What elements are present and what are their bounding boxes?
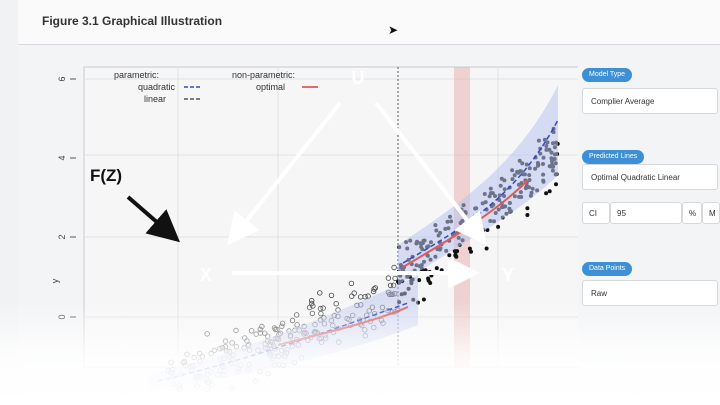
legend: parametric: quadratic linear non-paramet… bbox=[114, 70, 318, 104]
data-point bbox=[370, 288, 377, 295]
predicted-lines-select[interactable]: Optimal Quadratic Linear bbox=[582, 164, 718, 190]
predicted-lines-title: Predicted Lines bbox=[582, 150, 645, 164]
legend-parametric-heading: parametric: bbox=[114, 70, 159, 80]
causal-diagram-overlay: U X Y F(Z) bbox=[90, 68, 514, 289]
ci-extra: M bbox=[702, 202, 720, 224]
mouse-cursor-icon: ➤ bbox=[388, 23, 399, 37]
data-point bbox=[392, 275, 398, 282]
model-type-select[interactable]: Complier Average bbox=[582, 88, 718, 114]
data-point bbox=[554, 182, 558, 187]
legend-linear-label: linear bbox=[144, 94, 166, 104]
data-point bbox=[544, 191, 549, 196]
data-point bbox=[455, 249, 460, 254]
node-fz: F(Z) bbox=[90, 166, 122, 185]
ci-label: CI bbox=[582, 202, 610, 224]
y-axis-label: y bbox=[50, 278, 60, 283]
node-y: Y bbox=[502, 265, 514, 285]
data-point bbox=[447, 253, 452, 258]
node-u: U bbox=[352, 68, 365, 88]
data-point bbox=[371, 286, 377, 292]
ci-unit: % bbox=[682, 202, 702, 224]
data-point bbox=[391, 264, 397, 271]
quadratic-ci-ribbon-right bbox=[398, 85, 558, 285]
model-type-title: Model Type bbox=[582, 68, 633, 82]
y-axis: 6 4 2 0 y bbox=[50, 76, 76, 320]
arrow-u-to-y bbox=[374, 101, 487, 246]
y-tick-label: 2 bbox=[57, 234, 67, 239]
data-point bbox=[328, 292, 335, 299]
data-points-title: Data Points bbox=[582, 262, 633, 276]
figure-header: Figure 3.1 Graphical Illustration bbox=[18, 0, 720, 45]
data-point bbox=[525, 206, 530, 211]
data-point bbox=[454, 254, 459, 259]
legend-nonparametric-heading: non-parametric: bbox=[232, 70, 295, 80]
figure-title: Figure 3.1 Graphical Illustration bbox=[42, 14, 223, 28]
data-point bbox=[547, 189, 552, 194]
data-point bbox=[434, 266, 439, 271]
data-point bbox=[484, 246, 489, 251]
data-point bbox=[417, 278, 422, 283]
data-point bbox=[469, 249, 473, 254]
data-point bbox=[426, 276, 431, 281]
ci-input[interactable]: 95 bbox=[610, 202, 682, 224]
data-point bbox=[362, 293, 368, 300]
data-point bbox=[349, 293, 355, 299]
legend-quadratic-label: quadratic bbox=[138, 82, 176, 92]
data-point bbox=[385, 275, 392, 281]
ci-control: CI 95 % M bbox=[582, 202, 720, 224]
data-point bbox=[348, 280, 355, 287]
y-tick-label: 6 bbox=[57, 76, 67, 81]
arrow-fz-to-x bbox=[126, 195, 181, 243]
data-point bbox=[525, 213, 530, 217]
data-point bbox=[467, 246, 472, 251]
bottom-fade bbox=[0, 300, 720, 405]
y-tick-label: 4 bbox=[57, 155, 67, 160]
arrow-u-to-x bbox=[227, 101, 342, 246]
data-point bbox=[496, 224, 501, 229]
legend-optimal-label: optimal bbox=[256, 82, 285, 92]
node-x: X bbox=[200, 265, 212, 285]
data-point bbox=[317, 290, 323, 296]
data-point bbox=[387, 282, 394, 289]
